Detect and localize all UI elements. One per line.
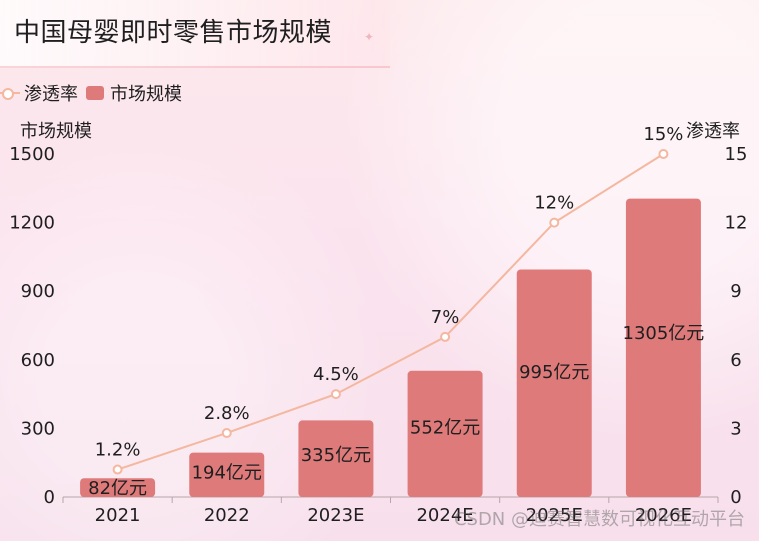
bar [80, 478, 156, 497]
bar [407, 370, 483, 497]
legend-label-penetration: 渗透率 [24, 84, 78, 105]
y-tick-right: 6 [730, 350, 741, 371]
watermark: CSDN @迪赛智慧数可视化互动平台 [453, 509, 745, 530]
penetration-line [117, 153, 664, 471]
line-value-label: 4.5% [313, 364, 359, 385]
x-tick-label: 2026E [635, 505, 692, 526]
legend-label-market-size: 市场规模 [110, 84, 182, 105]
y-tick-right: 9 [730, 281, 741, 302]
y-tick-right: 15 [725, 144, 748, 165]
y-axis-right-title: 渗透率 [686, 121, 740, 142]
bar-swatch-icon [86, 86, 104, 100]
x-tick-label: 2023E [307, 505, 364, 526]
title-bar: 中国母婴即时零售市场规模 ✦ [0, 0, 390, 68]
line-value-label: 7% [431, 307, 460, 328]
y-tick-left: 900 [21, 281, 55, 302]
y-tick-left: 1500 [9, 144, 55, 165]
bar-value-label: 335亿元 [301, 445, 371, 466]
line-value-label: 1.2% [95, 440, 141, 461]
bar [298, 420, 374, 497]
bar-value-label: 1305亿元 [623, 323, 705, 344]
line-point [112, 464, 123, 475]
line-value-label: 12% [534, 193, 574, 214]
line-point [440, 331, 451, 342]
line-point [658, 149, 669, 159]
bar [625, 198, 701, 497]
x-tick-label: 2021 [95, 505, 141, 526]
bar [516, 269, 592, 497]
sparkle-icon: ✦ [364, 30, 375, 44]
x-tick-label: 2025E [526, 505, 583, 526]
y-tick-right: 0 [730, 487, 741, 508]
line-marker-icon [0, 85, 20, 101]
legend-item-market-size[interactable]: 市场规模 [86, 80, 182, 106]
x-tick-label: 2024E [416, 505, 473, 526]
y-tick-right: 3 [730, 418, 741, 439]
legend: 渗透率 市场规模 [0, 81, 182, 105]
bar [189, 452, 265, 497]
line-point [549, 217, 560, 228]
legend-item-penetration[interactable]: 渗透率 [0, 80, 78, 106]
bar-value-label: 82亿元 [88, 478, 147, 499]
line-value-label: 2.8% [204, 403, 250, 424]
bar-value-label: 194亿元 [192, 463, 262, 484]
line-value-label: 15% [643, 124, 683, 145]
line-point [330, 389, 341, 400]
y-tick-right: 12 [725, 213, 748, 234]
y-tick-left: 0 [44, 487, 55, 508]
line-point [221, 427, 232, 438]
y-axis-left-title: 市场规模 [20, 121, 92, 142]
y-tick-left: 300 [21, 418, 55, 439]
chart-title: 中国母婴即时零售市场规模 [14, 18, 333, 48]
y-tick-left: 600 [21, 350, 55, 371]
bar-value-label: 995亿元 [519, 362, 589, 383]
bar-value-label: 552亿元 [410, 418, 480, 439]
y-tick-left: 1200 [9, 213, 55, 234]
x-tick-label: 2022 [204, 505, 250, 526]
